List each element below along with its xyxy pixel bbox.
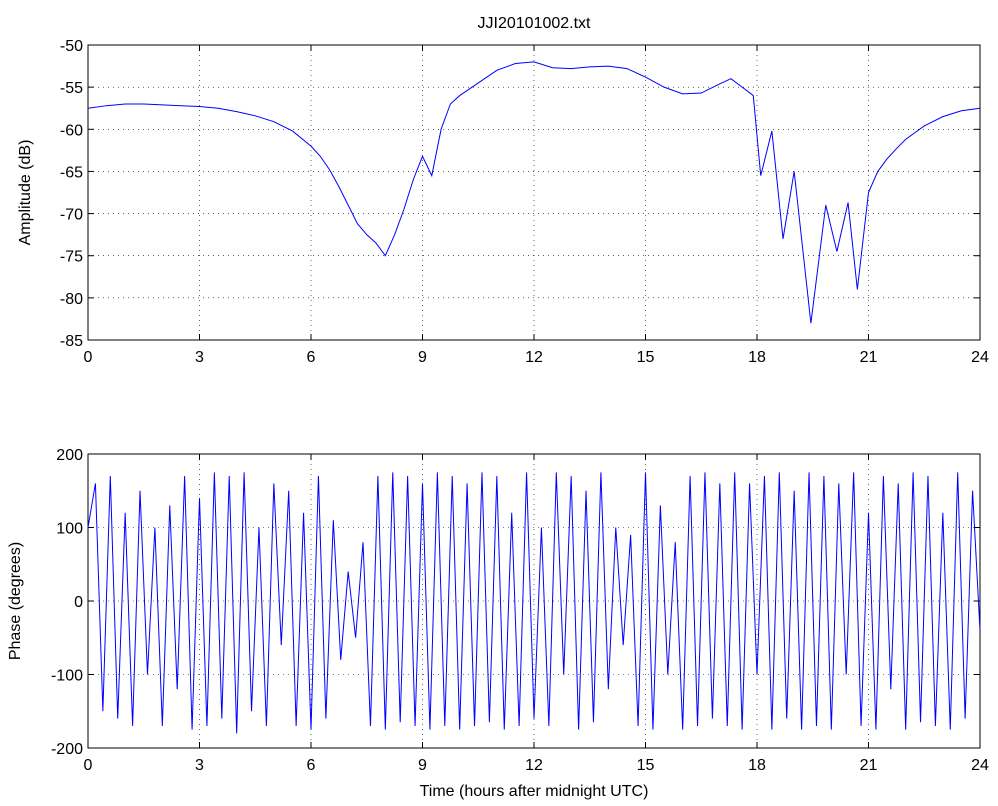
y-axis-label: Phase (degrees) (7, 542, 24, 660)
x-tick-label: 15 (637, 349, 655, 366)
x-tick-label: 24 (971, 349, 989, 366)
y-tick-label: -60 (60, 122, 83, 139)
data-line (87, 472, 981, 734)
chart-title: JJI20101002.txt (478, 15, 592, 32)
x-axis-label: Time (hours after midnight UTC) (420, 783, 649, 800)
x-tick-label: 21 (860, 349, 878, 366)
y-tick-label: -70 (60, 207, 83, 224)
x-tick-label: 0 (84, 349, 93, 366)
x-tick-label: 0 (84, 757, 93, 774)
y-tick-label: -55 (60, 80, 83, 97)
axes-box (87, 44, 981, 341)
x-tick-label: 9 (418, 757, 427, 774)
x-tick-label: 18 (748, 757, 766, 774)
x-tick-label: 9 (418, 349, 427, 366)
x-tick-label: 12 (525, 757, 543, 774)
x-tick-label: 15 (637, 757, 655, 774)
x-tick-label: 24 (971, 757, 989, 774)
x-tick-label: 21 (860, 757, 878, 774)
x-tick-label: 3 (195, 757, 204, 774)
data-line (87, 61, 981, 324)
y-tick-label: 200 (56, 447, 83, 464)
y-tick-label: -50 (60, 38, 83, 55)
y-tick-label: -200 (51, 741, 83, 758)
y-axis-label: Amplitude (dB) (17, 140, 34, 246)
y-tick-label: 100 (56, 521, 83, 538)
x-tick-label: 18 (748, 349, 766, 366)
y-tick-label: -65 (60, 164, 83, 181)
axes-box (87, 453, 981, 749)
y-tick-label: -100 (51, 668, 83, 685)
y-tick-label: -85 (60, 333, 83, 350)
y-tick-label: -80 (60, 291, 83, 308)
x-tick-label: 3 (195, 349, 204, 366)
x-tick-label: 12 (525, 349, 543, 366)
y-tick-label: 0 (74, 594, 83, 611)
y-tick-label: -75 (60, 249, 83, 266)
x-tick-label: 6 (307, 349, 316, 366)
x-tick-label: 6 (307, 757, 316, 774)
